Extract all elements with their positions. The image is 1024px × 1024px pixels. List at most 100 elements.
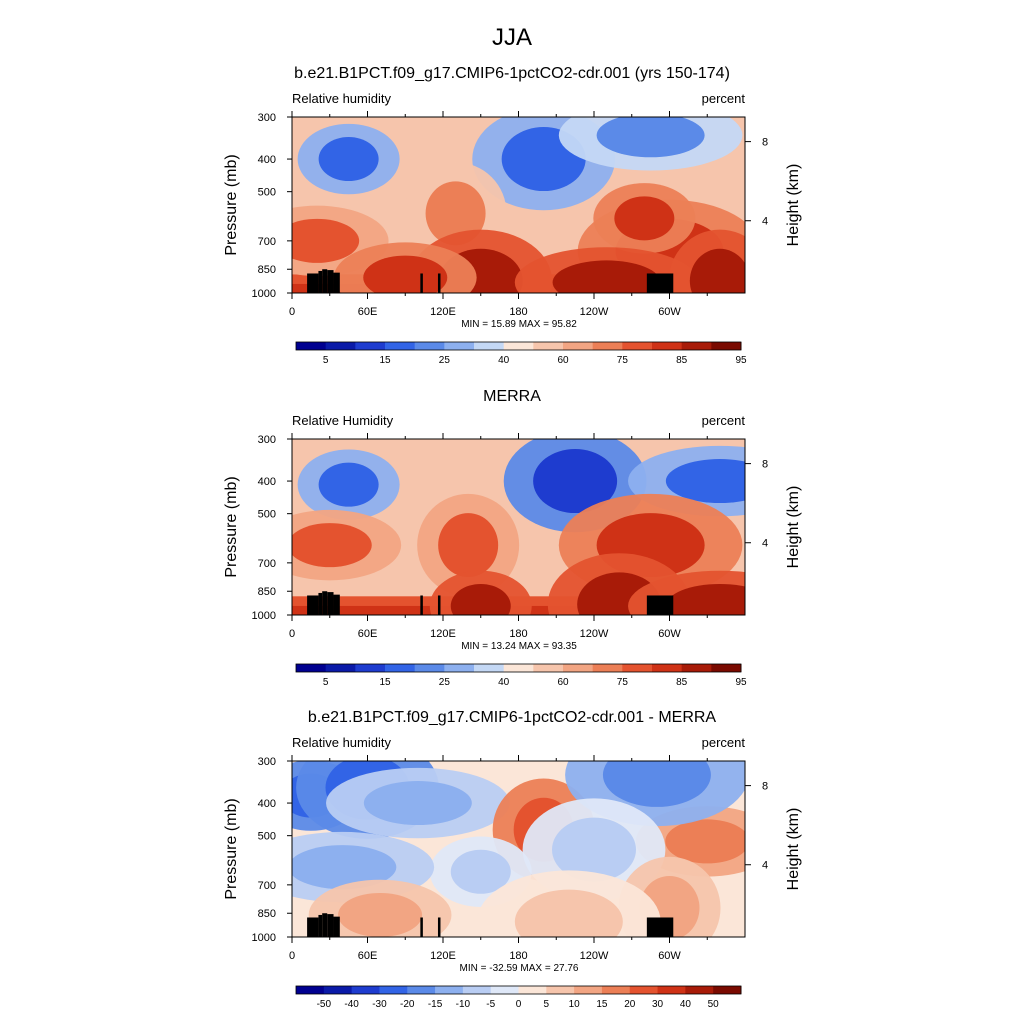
colorbar-label: 5 [544,999,550,1010]
colorbar-swatch [681,664,712,672]
contour-blob [614,196,675,241]
y-tick-label: 850 [258,264,276,276]
panel-3: b.e21.B1PCT.f09_g17.CMIP6-1pctCO2-cdr.00… [223,709,802,1010]
panel-title: b.e21.B1PCT.f09_g17.CMIP6-1pctCO2-cdr.00… [294,65,730,82]
contour-blob [552,817,636,882]
y-tick-label: 1000 [252,932,276,944]
colorbar-label: 40 [680,999,692,1010]
colorbar-swatch [533,664,564,672]
x-tick-label: 120E [430,306,456,318]
x-tick-label: 60W [658,950,681,962]
y-tick-label: 700 [258,558,276,570]
contour-blob [450,583,511,615]
contour-blob [338,892,423,937]
panel-2: MERRA Relative Humidity percent 0 60E 120E 180… [223,388,802,688]
contour-blob [292,845,397,890]
y-axis-label: Pressure (mb) [223,154,240,255]
colorbar-label: 75 [617,355,629,366]
colorbar-swatch [563,664,594,672]
colorbar-swatch [462,986,492,994]
colorbar-swatch [444,342,475,350]
contour-field [292,439,745,615]
topography-mask [646,595,674,615]
contour-blob [602,761,711,807]
y-tick-label: 300 [258,756,276,768]
colorbar-label: 0 [516,999,522,1010]
colorbar-swatch [574,986,603,994]
x-tick-label: 0 [289,628,295,640]
y-axis-label-right: Height (km) [785,486,802,569]
colorbar-label: -20 [400,999,415,1010]
topography-mask [322,591,328,615]
x-tick-label: 0 [289,306,295,318]
y-tick-label: 300 [258,112,276,124]
x-tick-label: 60E [358,950,378,962]
y-axis-label: Pressure (mb) [223,798,240,899]
colorbar-swatch [533,342,564,350]
colorbar-swatch [444,664,475,672]
colorbar-label: 30 [652,999,664,1010]
contour-blob [514,889,623,937]
colorbar-swatch [629,986,659,994]
topography-mask [420,917,423,937]
contour-blob [425,181,486,246]
y-tick-label: 400 [258,154,276,166]
colorbar-frame [295,663,742,673]
topography-mask [307,917,319,937]
topography-mask [318,914,323,937]
topography-mask [333,916,340,937]
topography-mask [318,270,323,293]
topography-mask [437,595,441,615]
y-right-tick-label: 4 [762,860,768,872]
topography-mask [420,595,423,615]
right-label: percent [702,91,746,106]
contour-blob [596,117,705,158]
left-label: Relative humidity [292,735,391,750]
y-tick-label: 850 [258,908,276,920]
contour-blob [363,255,448,293]
colorbar-label: 25 [439,677,451,688]
y-tick-label: 400 [258,798,276,810]
colorbar-swatch [435,986,464,994]
contour-blob [318,137,379,182]
left-label: Relative Humidity [292,413,394,428]
colorbar-label: -50 [317,999,332,1010]
contour-blob [292,218,360,263]
colorbar-label: 40 [498,677,510,688]
topography-mask [322,269,328,293]
y-tick-label: 300 [258,434,276,446]
left-label: Relative humidity [292,91,391,106]
colorbar-swatch [622,342,653,350]
topography-mask [646,273,674,293]
contour-blob [665,819,745,864]
topography-mask [327,914,334,937]
contour-blob [363,781,472,826]
colorbar-label: 95 [735,355,747,366]
y-tick-label: 500 [258,187,276,199]
colorbar-swatch [414,342,445,350]
min-max-stats: MIN = -32.59 MAX = 27.76 [460,963,579,974]
colorbar-swatch [657,986,686,994]
topography-mask [307,273,319,293]
colorbar-swatch [622,664,653,672]
colorbar-swatch [323,986,353,994]
contour-blob [665,583,745,615]
contour-field [292,117,745,293]
y-tick-label: 850 [258,586,276,598]
colorbar-swatch [685,986,714,994]
figure-title: JJA [492,24,532,51]
contour-blob [438,513,499,578]
min-max-stats: MIN = 15.89 MAX = 95.82 [461,319,577,330]
contour-field [292,761,745,937]
colorbar-swatch [351,986,380,994]
panel-title: MERRA [483,388,541,405]
contour-blob [665,459,745,504]
topography-mask [327,592,334,615]
topography-mask [646,917,674,937]
colorbar-swatch [711,664,742,672]
colorbar-swatch [546,986,575,994]
panel-title: b.e21.B1PCT.f09_g17.CMIP6-1pctCO2-cdr.00… [308,709,717,726]
y-tick-label: 1000 [252,610,276,622]
colorbar-frame [295,985,742,995]
